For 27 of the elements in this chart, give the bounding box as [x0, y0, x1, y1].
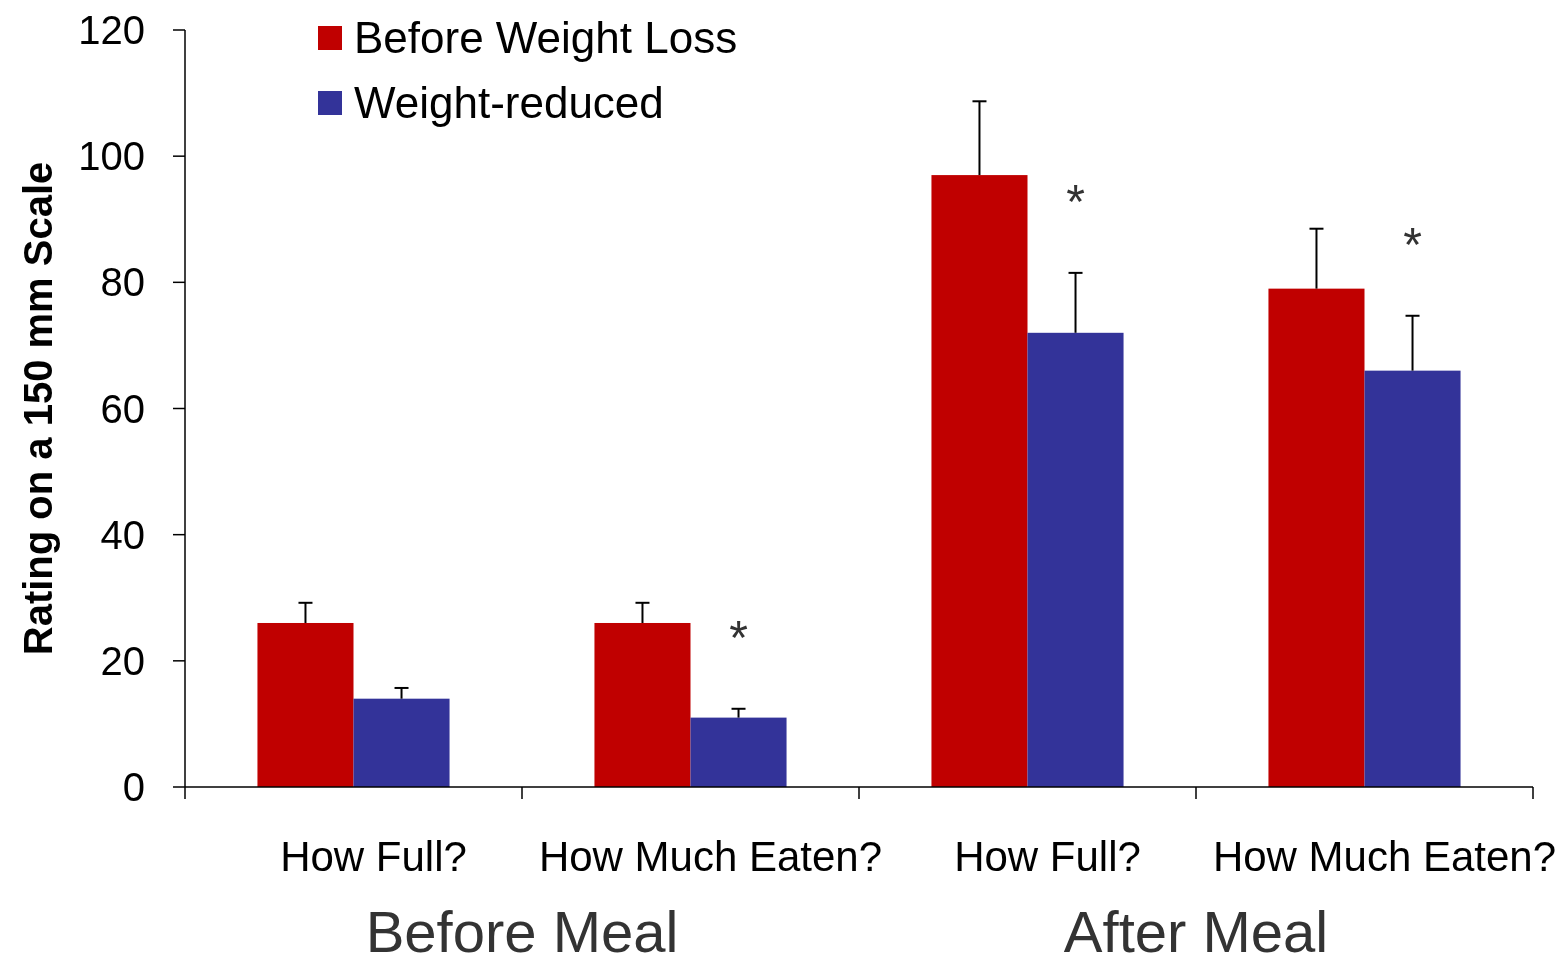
text: After Meal [1063, 899, 1329, 954]
bar [1364, 370, 1461, 787]
y-tick-label: 100 [78, 134, 145, 179]
x-tick-label: How Full? [954, 833, 1141, 880]
bar [690, 717, 787, 787]
annotation: * [1066, 174, 1085, 228]
y-tick-label: 120 [78, 8, 145, 52]
bar [594, 622, 691, 787]
bar [353, 698, 450, 787]
bar [257, 622, 354, 787]
y-tick-label: 40 [100, 512, 145, 557]
bar [1268, 288, 1365, 787]
legend-label: Weight-reduced [354, 78, 664, 128]
annotation: * [1403, 217, 1422, 271]
x-tick-label: How Much Eaten? [538, 833, 883, 880]
y-axis-title: Rating on a 150 mm Scale [16, 161, 60, 656]
y-tick-label: 20 [100, 638, 145, 683]
y-tick-label: 0 [122, 765, 145, 809]
annotation: * [729, 610, 748, 664]
x-tick-label: How Full? [280, 833, 467, 880]
y-tick-label: 60 [100, 386, 145, 431]
x-tick-label: How Much Eaten? [1212, 833, 1557, 880]
legend-label: Before Weight Loss [354, 13, 738, 63]
text: Before Meal [365, 899, 679, 954]
bar [1027, 332, 1124, 787]
y-tick-label: 80 [100, 260, 145, 305]
bar [931, 175, 1028, 787]
